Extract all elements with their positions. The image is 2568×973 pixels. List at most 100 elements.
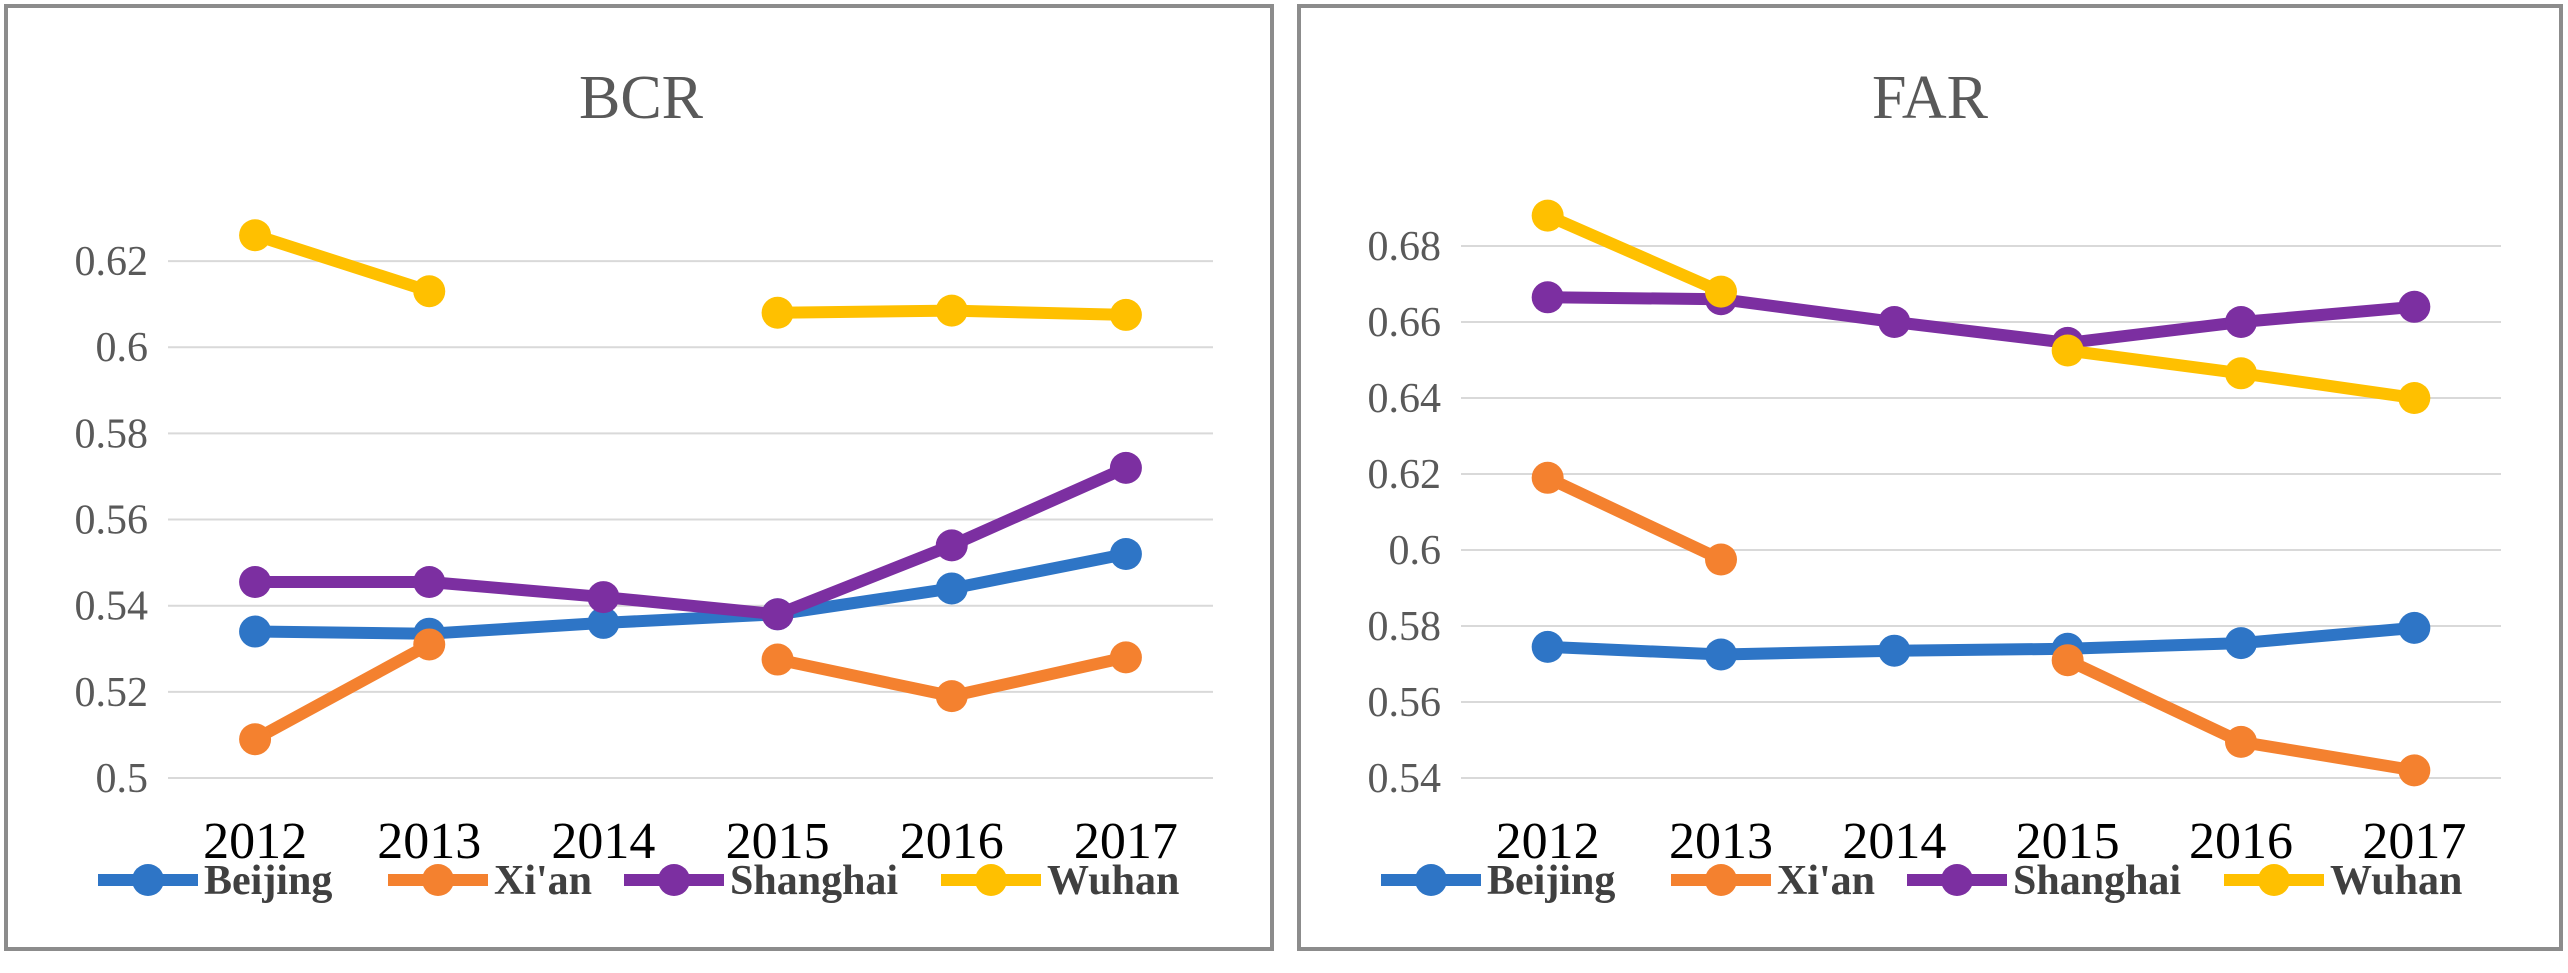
bcr-line-shanghai	[249, 461, 1132, 621]
bcr-point-xian-2013	[413, 628, 446, 661]
bcr-legend-marker-xian	[422, 864, 454, 896]
bcr-legend-label-xian: Xi'an	[494, 858, 592, 904]
far-point-beijing-2014	[1878, 634, 1911, 667]
bcr-point-beijing-2012	[239, 615, 272, 648]
far-series-shanghai	[1531, 281, 2431, 359]
bcr-point-shanghai-2016	[935, 529, 968, 562]
far-point-beijing-2016	[2225, 627, 2257, 660]
far-legend-label-shanghai: Shanghai	[2013, 858, 2181, 904]
far-legend-marker-wuhan	[2258, 864, 2290, 896]
bcr-y-tick-label: 0.52	[75, 670, 149, 716]
bcr-y-tick-label: 0.5	[96, 756, 149, 802]
far-legend-marker-xian	[1705, 864, 1737, 896]
far-y-tick-label: 0.56	[1368, 680, 1442, 726]
bcr-x-tick-label: 2014	[551, 813, 655, 870]
far-legend-marker-shanghai	[1941, 864, 1973, 896]
far-point-wuhan-2013	[1705, 275, 1737, 308]
bcr-x-tick-label: 2015	[726, 813, 830, 870]
bcr-x-tick-label: 2012	[203, 813, 307, 870]
far-legend-marker-beijing	[1415, 864, 1447, 896]
bcr-point-shanghai-2017	[1109, 451, 1142, 484]
bcr-point-shanghai-2014	[587, 581, 620, 614]
far-point-beijing-2013	[1705, 638, 1737, 671]
far-point-beijing-2017	[2398, 611, 2431, 644]
far-legend-label-beijing: Beijing	[1487, 858, 1615, 904]
bcr-line-wuhan	[249, 229, 436, 298]
far-y-tick-label: 0.68	[1368, 224, 1442, 270]
bcr-point-beijing-2016	[935, 572, 968, 605]
bcr-point-wuhan-2016	[935, 294, 968, 327]
far-line-chart: FAR 0.54 0.56 0.58 0.6 0.62 0.64 0.66 0.68 2012 20…	[1368, 64, 2501, 904]
bcr-point-xian-2015	[761, 643, 794, 676]
far-x-tick-label: 2014	[1842, 813, 1946, 870]
far-point-shanghai-2017	[2398, 290, 2431, 323]
bcr-chart-title: BCR	[579, 64, 704, 132]
bcr-series-shanghai	[239, 451, 1142, 631]
far-y-tick-label: 0.66	[1368, 300, 1442, 346]
bcr-legend-label-beijing: Beijing	[204, 858, 332, 904]
bcr-point-beijing-2014	[587, 606, 620, 639]
bcr-series-beijing	[239, 538, 1142, 650]
far-chart-title: FAR	[1872, 64, 1989, 132]
bcr-legend-marker-beijing	[132, 864, 164, 896]
bcr-y-tick-label: 0.54	[75, 584, 149, 630]
far-point-shanghai-2012	[1531, 281, 1564, 314]
bcr-legend-label-wuhan: Wuhan	[1047, 858, 1179, 904]
bcr-point-xian-2012	[239, 723, 272, 756]
bcr-legend-marker-wuhan	[975, 864, 1007, 896]
far-point-wuhan-2015	[2051, 334, 2084, 367]
bcr-point-wuhan-2017	[1109, 298, 1142, 331]
bcr-legend-marker-shanghai	[658, 864, 690, 896]
far-legend: Beijing Xi'an Shanghai Wuhan	[1381, 858, 2462, 904]
far-series-beijing	[1531, 611, 2431, 671]
far-y-tick-label: 0.6	[1389, 528, 1442, 574]
far-point-shanghai-2016	[2225, 306, 2257, 338]
far-line-xian	[1541, 471, 1727, 566]
far-y-tick-label: 0.64	[1368, 376, 1442, 422]
far-y-tick-label: 0.58	[1368, 604, 1442, 650]
bcr-point-beijing-2017	[1109, 538, 1142, 570]
far-line-shanghai	[1541, 291, 2421, 349]
far-point-wuhan-2012	[1531, 199, 1564, 232]
far-point-xian-2012	[1531, 461, 1564, 494]
far-x-tick-label: 2016	[2189, 813, 2293, 870]
far-line-wuhan	[1541, 209, 1727, 298]
bcr-x-tick-label: 2013	[377, 813, 481, 870]
bcr-y-tick-label: 0.56	[75, 498, 149, 544]
far-point-xian-2013	[1705, 543, 1737, 576]
bcr-point-shanghai-2015	[761, 598, 794, 631]
far-line-beijing	[1541, 621, 2421, 661]
bcr-x-tick-label: 2017	[1074, 813, 1178, 870]
bcr-y-tick-label: 0.62	[75, 239, 149, 285]
bcr-chart-panel: BCR 0.5 0.52 0.54 0.56 0.58 0.6 0.62 2012 2013 201…	[4, 4, 1274, 951]
bcr-point-shanghai-2013	[413, 566, 446, 598]
bcr-line-beijing	[249, 548, 1132, 640]
far-series-xian	[1531, 461, 2431, 787]
far-x-tick-label: 2015	[2016, 813, 2120, 870]
far-point-wuhan-2016	[2225, 357, 2257, 390]
bcr-series-wuhan	[239, 219, 1142, 331]
bcr-point-shanghai-2012	[239, 566, 272, 598]
far-point-beijing-2012	[1531, 630, 1564, 663]
bcr-y-tick-label: 0.58	[75, 411, 149, 457]
bcr-point-wuhan-2012	[239, 219, 272, 252]
bcr-legend-label-shanghai: Shanghai	[730, 858, 898, 904]
bcr-series-xian	[239, 628, 1142, 756]
far-point-wuhan-2017	[2398, 382, 2431, 414]
bcr-point-wuhan-2015	[761, 296, 794, 329]
bcr-y-tick-label: 0.6	[96, 325, 149, 371]
far-point-shanghai-2014	[1878, 306, 1911, 338]
bcr-point-xian-2016	[935, 680, 968, 713]
far-series-wuhan	[1531, 199, 2431, 414]
bcr-point-wuhan-2013	[413, 275, 446, 308]
bcr-line-chart: BCR 0.5 0.52 0.54 0.56 0.58 0.6 0.62 2012 2013 201…	[75, 64, 1213, 904]
far-point-xian-2015	[2051, 644, 2084, 677]
far-chart-panel: FAR 0.54 0.56 0.58 0.6 0.62 0.64 0.66 0.68 2012 20…	[1297, 4, 2563, 951]
far-x-tick-label: 2017	[2362, 813, 2466, 870]
bcr-legend: Beijing Xi'an Shanghai Wuhan	[98, 858, 1179, 904]
bcr-x-tick-label: 2016	[900, 813, 1004, 870]
far-point-xian-2016	[2225, 725, 2257, 758]
far-y-tick-label: 0.54	[1368, 756, 1442, 802]
far-legend-label-xian: Xi'an	[1777, 858, 1875, 904]
far-y-tick-label: 0.62	[1368, 452, 1442, 498]
